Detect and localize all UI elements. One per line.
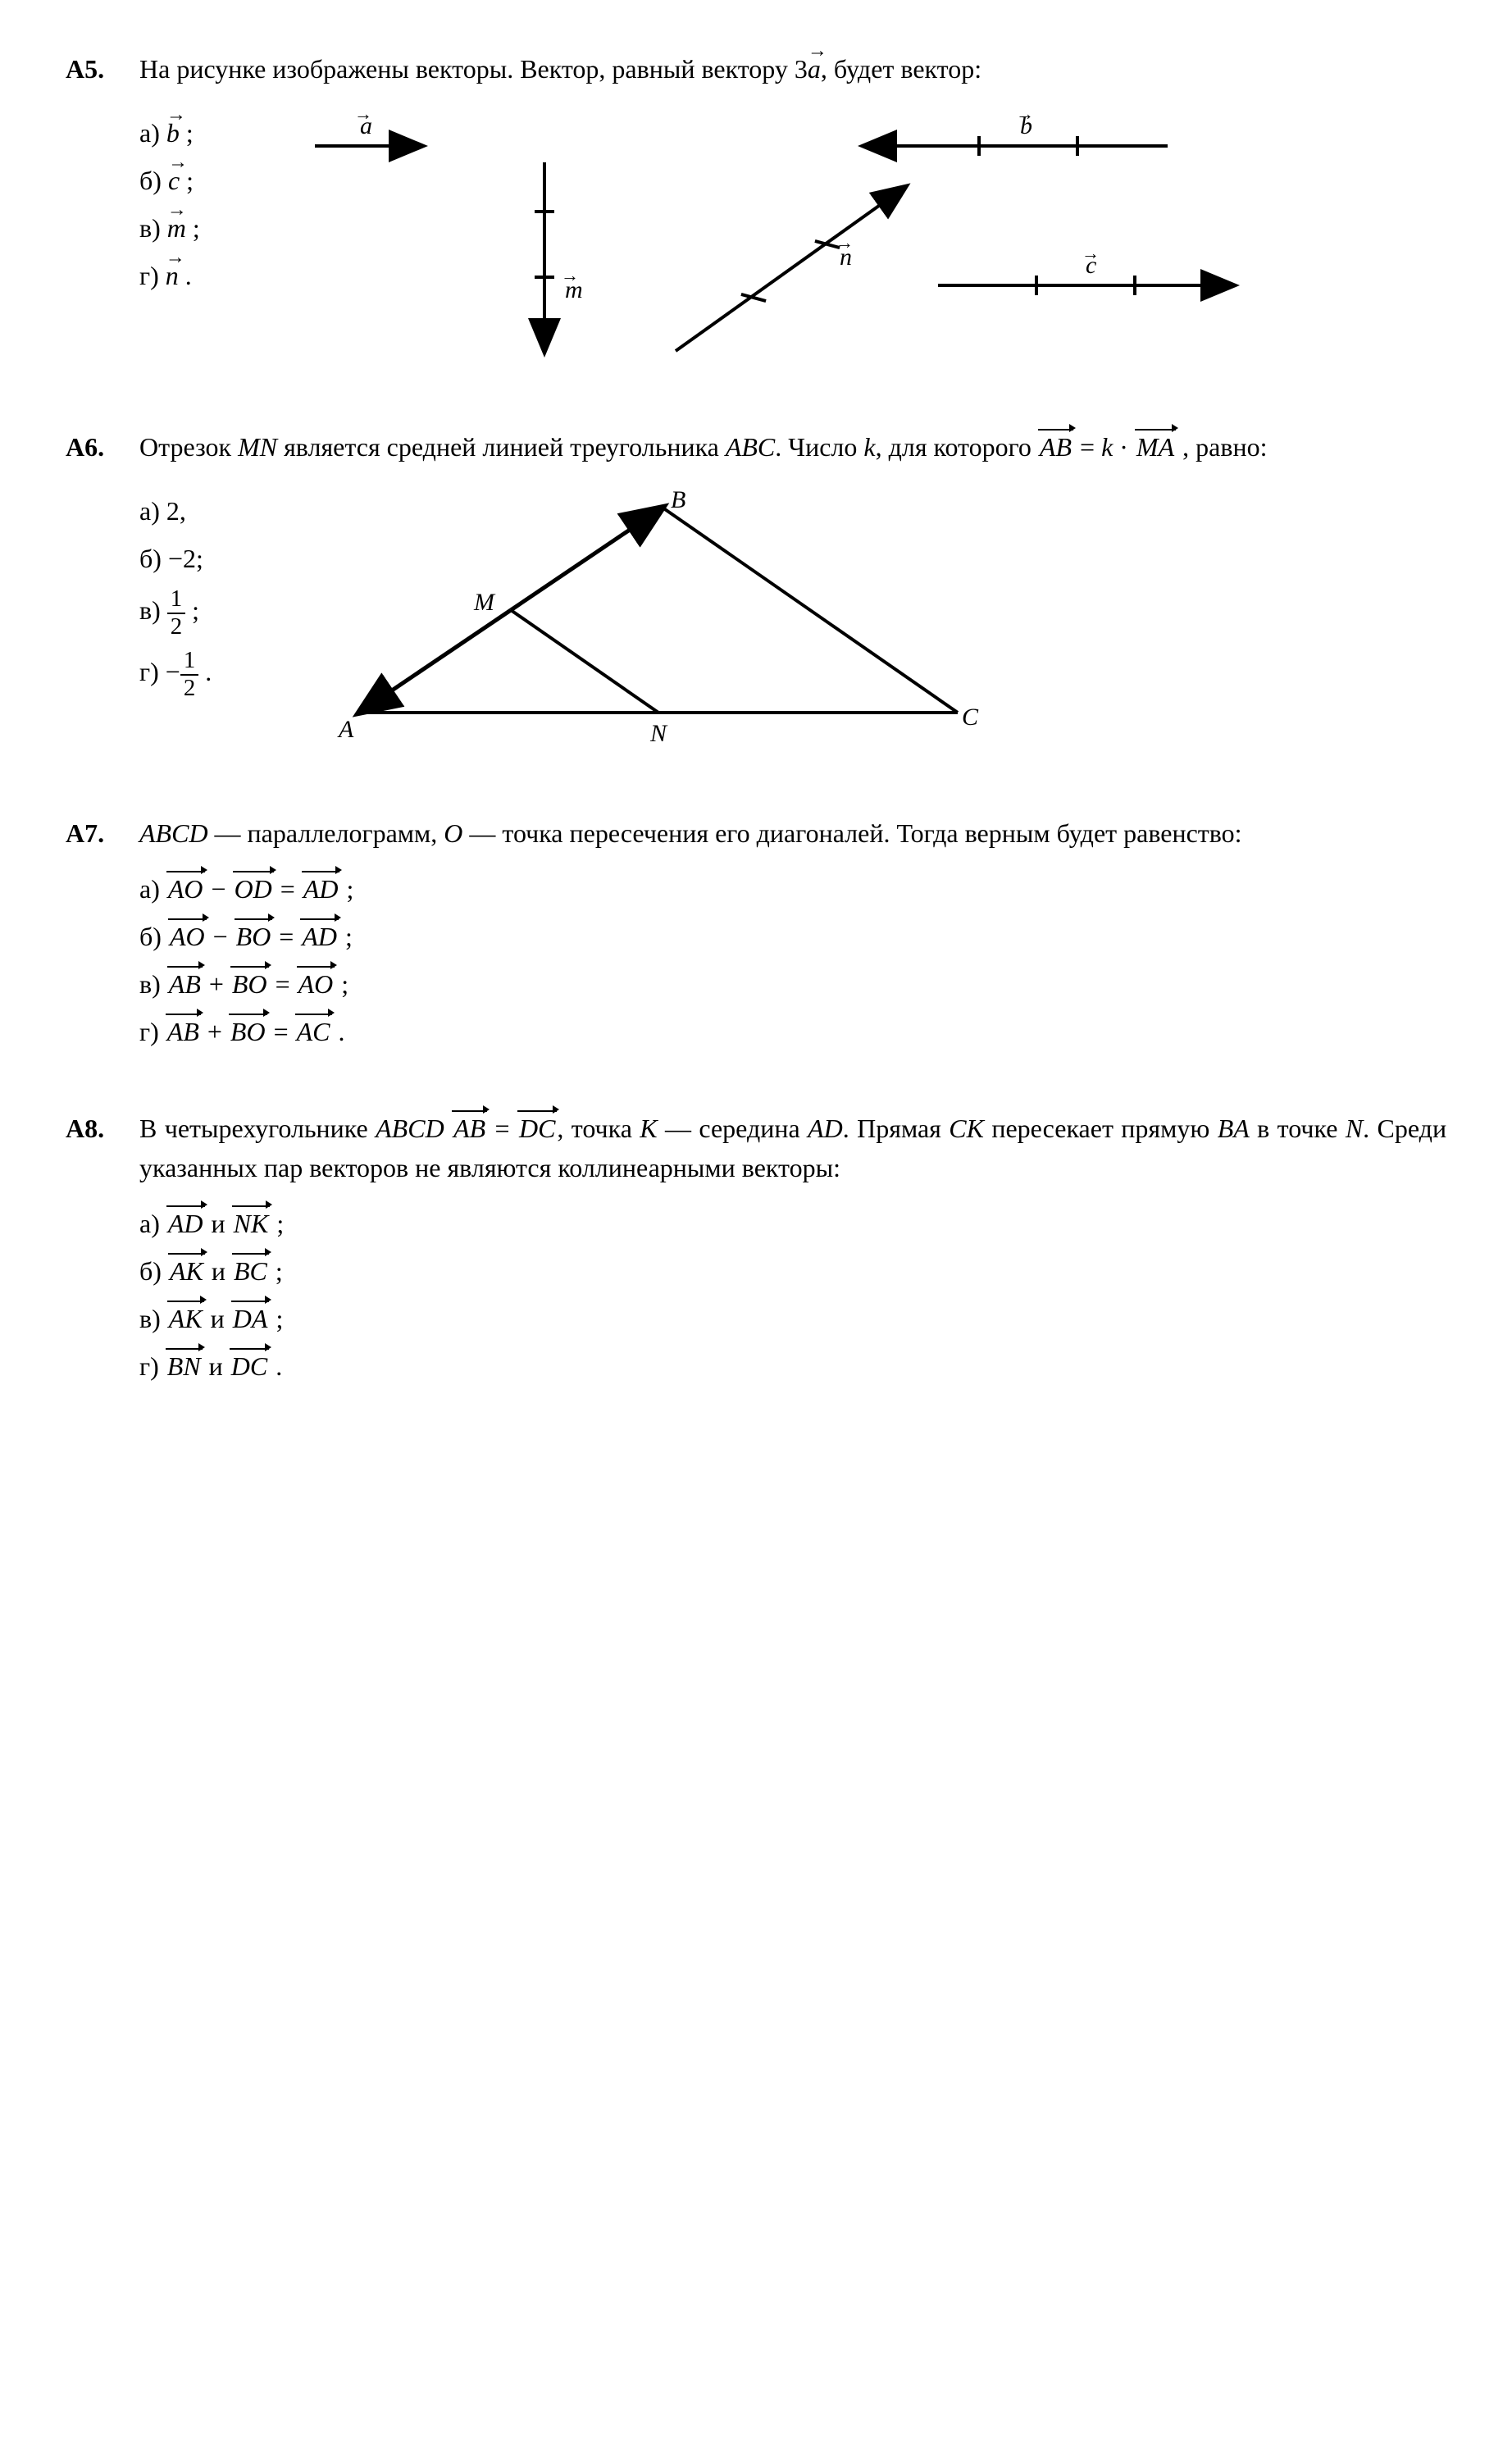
diagram-a6: A B C M N [277, 483, 1446, 764]
problem-body: В четырехугольнике ABCD AB = DC, точка K… [139, 1109, 1446, 1394]
problem-a5: А5. На рисунке изображены векторы. Векто… [66, 49, 1446, 378]
svg-text:A: A [337, 716, 354, 743]
problem-number: А7. [66, 813, 139, 1059]
problem-a6: А6. Отрезок MN является средней линией т… [66, 427, 1446, 764]
option-a: а) 2, [139, 491, 212, 531]
problem-text: В четырехугольнике ABCD AB = DC, точка K… [139, 1109, 1446, 1187]
problem-body: На рисунке изображены векторы. Вектор, р… [139, 49, 1446, 378]
option-v: в) 12 ; [139, 586, 212, 640]
svg-text:→: → [561, 265, 579, 285]
option-b: б) c ; [139, 161, 200, 200]
option-g: г) −12 . [139, 648, 212, 701]
svg-text:→: → [836, 232, 854, 253]
option-a: а) AD и NK ; [139, 1204, 1414, 1243]
option-g: г) AB + BO = AC . [139, 1012, 1414, 1051]
problem-body: ABCD — параллелограмм, O — точка пересеч… [139, 813, 1446, 1059]
option-g: г) BN и DC . [139, 1346, 1414, 1386]
svg-text:B: B [671, 486, 685, 513]
options-a5: а) b ; б) c ; в) m ; г) n . [139, 105, 233, 303]
problem-a8: А8. В четырехугольнике ABCD AB = DC, точ… [66, 1109, 1446, 1394]
problem-text: ABCD — параллелограмм, O — точка пересеч… [139, 813, 1446, 853]
svg-text:C: C [962, 704, 979, 731]
problem-number: А5. [66, 49, 139, 378]
problem-text: На рисунке изображены векторы. Вектор, р… [139, 49, 1446, 89]
vector-a-inline: a [808, 49, 821, 89]
options-a7: а) AO − OD = AD ; б) AO − BO = AD ; в) A… [139, 869, 1446, 1051]
svg-text:M: M [473, 589, 496, 616]
option-v: в) m ; [139, 208, 200, 248]
problem-text: Отрезок MN является средней линией треуг… [139, 427, 1446, 467]
option-a: а) AO − OD = AD ; [139, 869, 1414, 909]
problem-number: А8. [66, 1109, 139, 1394]
problem-body: Отрезок MN является средней линией треуг… [139, 427, 1446, 764]
problem-a7: А7. ABCD — параллелограмм, O — точка пер… [66, 813, 1446, 1059]
options-a6: а) 2, б) −2; в) 12 ; г) −12 . [139, 483, 244, 710]
option-v: в) AB + BO = AO ; [139, 964, 1414, 1004]
svg-text:→: → [354, 103, 372, 124]
option-v: в) AK и DA ; [139, 1299, 1414, 1338]
option-b: б) AK и BC ; [139, 1251, 1414, 1291]
option-b: б) −2; [139, 539, 212, 578]
options-a8: а) AD и NK ; б) AK и BC ; в) AK и DA ; г… [139, 1204, 1446, 1386]
option-b: б) AO − BO = AD ; [139, 917, 1414, 956]
svg-text:→: → [1016, 103, 1034, 124]
diagram-a5: a → m → b → [266, 105, 1446, 378]
option-a: а) b ; [139, 113, 200, 153]
svg-text:→: → [1082, 243, 1100, 263]
svg-text:N: N [649, 720, 668, 747]
problem-number: А6. [66, 427, 139, 764]
option-g: г) n . [139, 256, 200, 295]
